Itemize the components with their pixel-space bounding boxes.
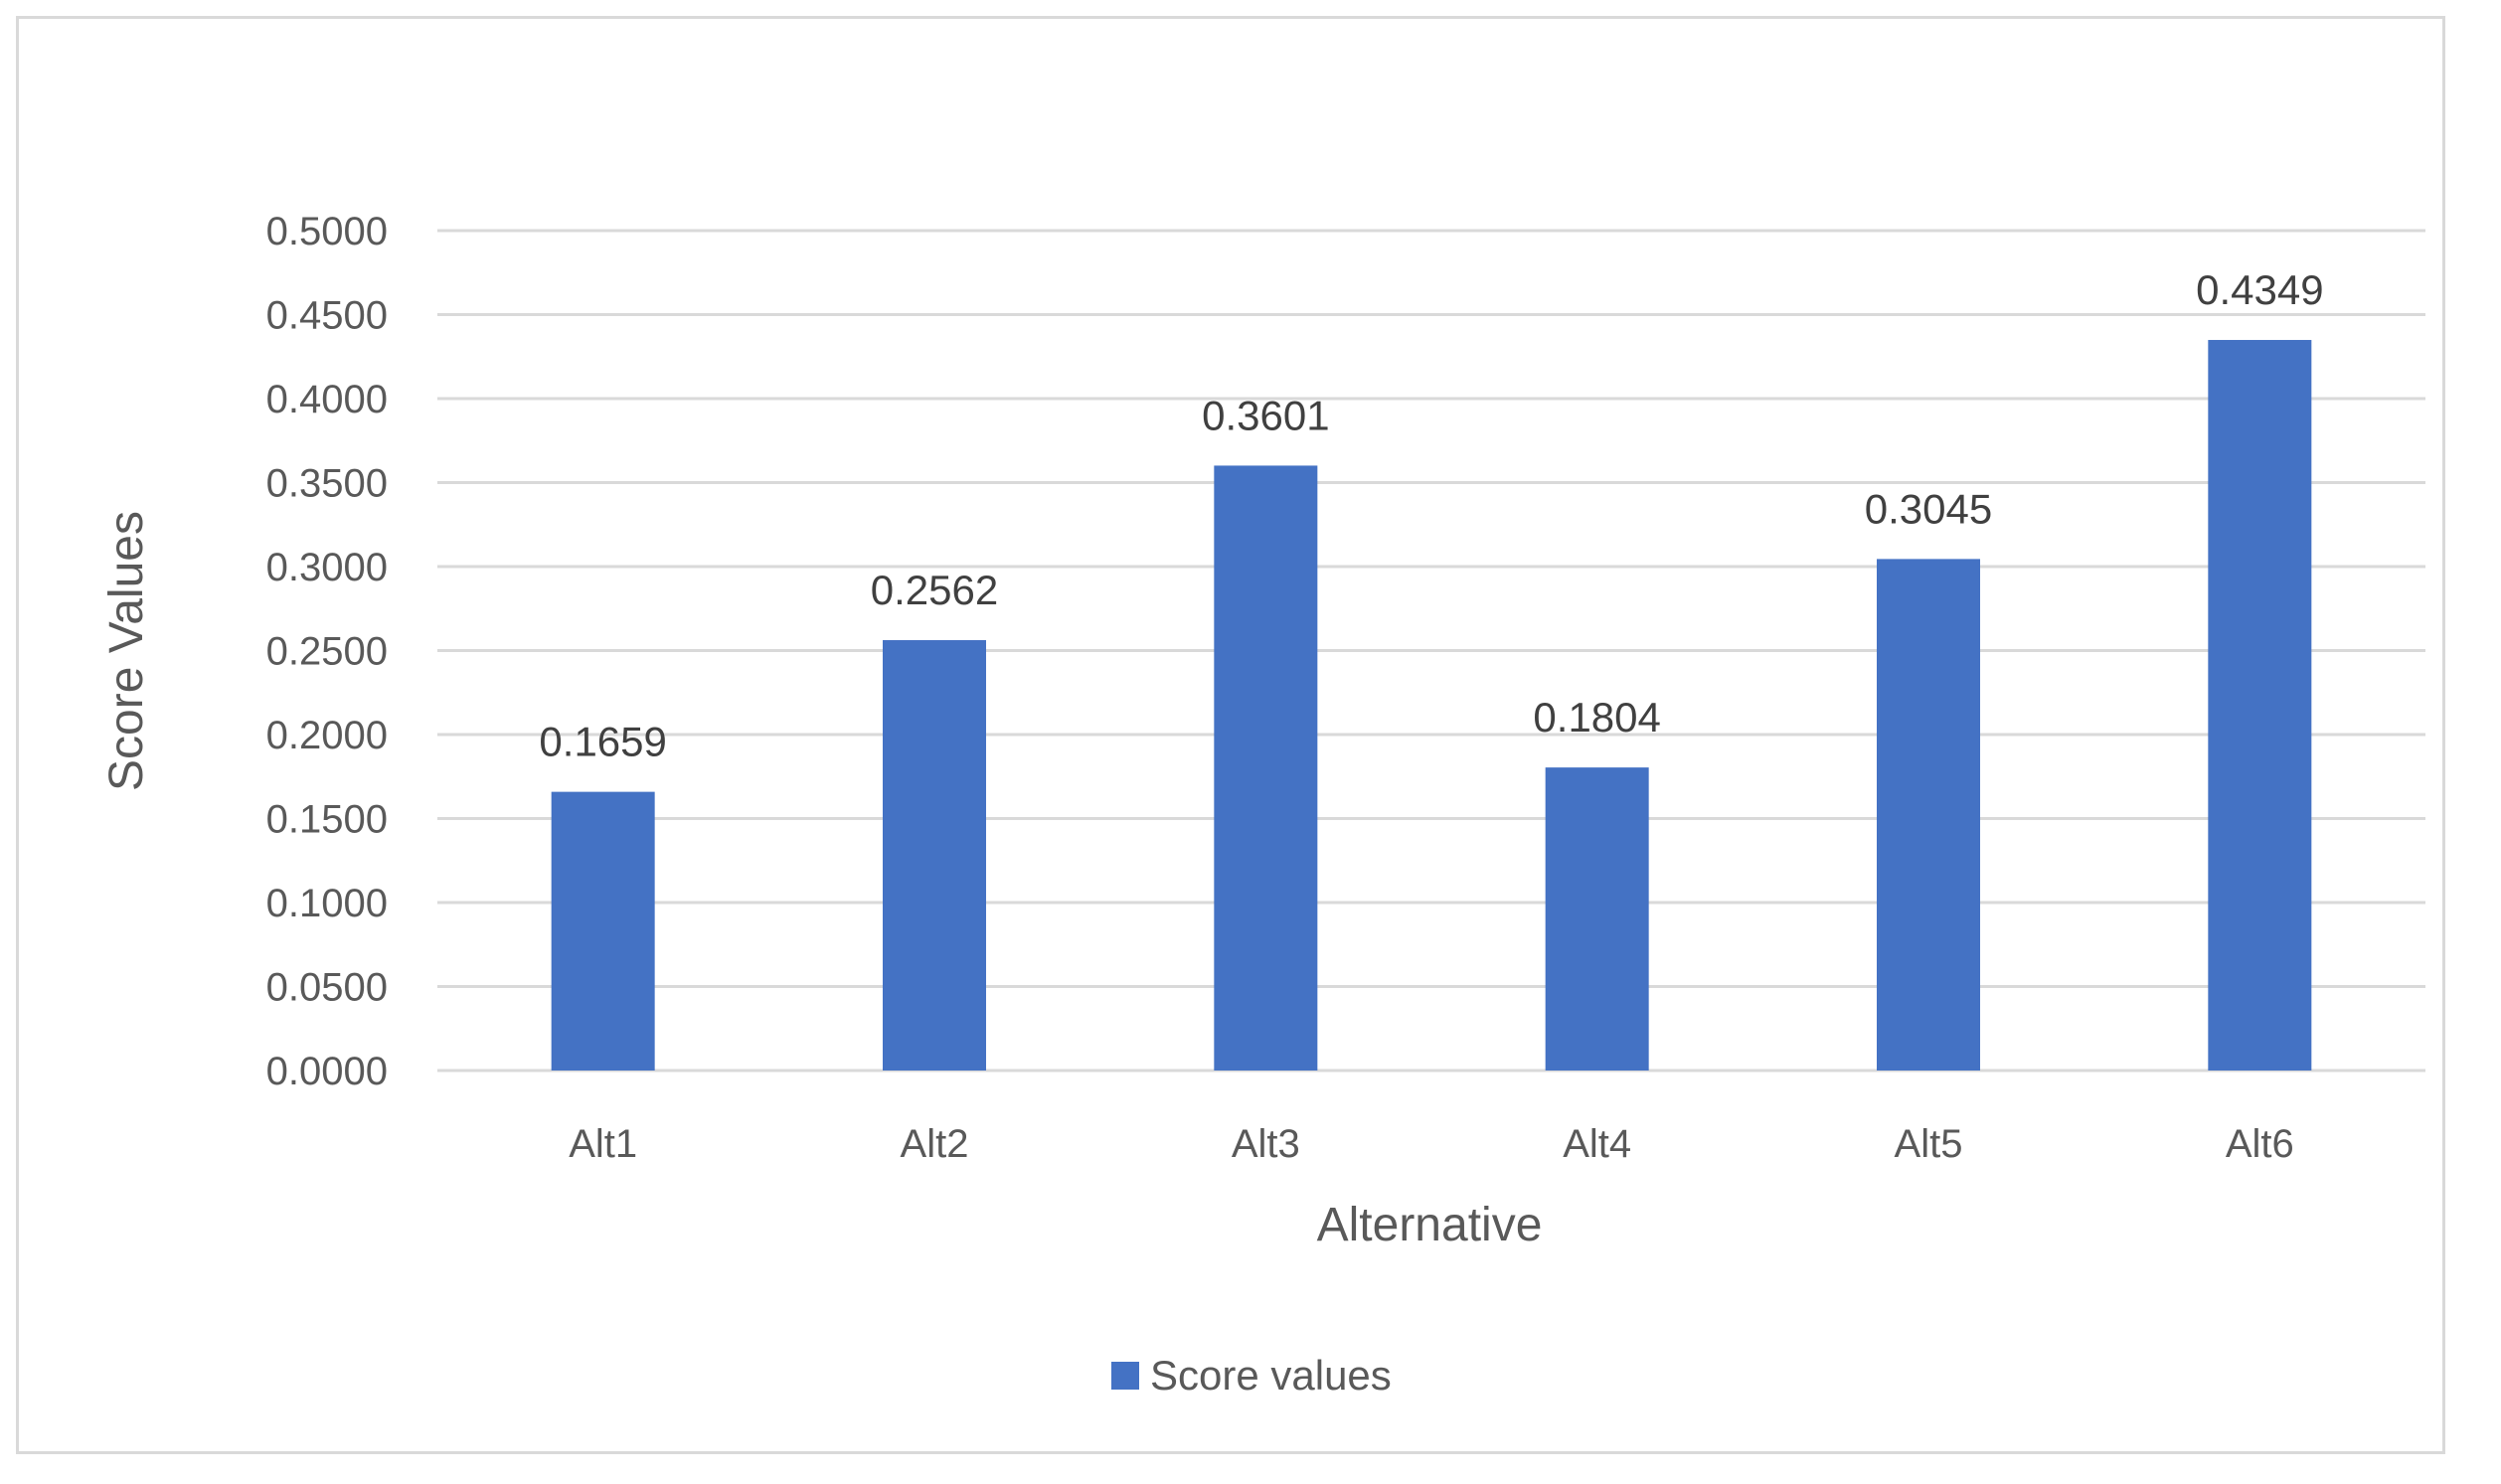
bars: [551, 340, 2312, 1071]
data-label: 0.3601: [1202, 392, 1329, 438]
x-tick-label: Alt3: [1232, 1122, 1300, 1166]
legend: Score values: [1111, 1352, 1392, 1399]
gridlines: [437, 229, 2425, 1072]
x-tick-label: Alt5: [1895, 1122, 1963, 1166]
x-tick-label: Alt4: [1563, 1122, 1631, 1166]
bar: [883, 640, 986, 1071]
bar: [2208, 340, 2312, 1071]
y-tick-label: 0.5000: [266, 210, 388, 253]
y-axis-ticks: 0.0000 0.0500 0.1000 0.1500 0.2000 0.2500 0.30…: [266, 210, 388, 1093]
data-label: 0.2562: [871, 567, 998, 613]
data-labels: 0.1659 0.2562 0.3601 0.1804 0.3045 0.4349: [539, 266, 2323, 765]
bar: [1545, 767, 1649, 1071]
bar: [1214, 465, 1318, 1071]
y-tick-label: 0.4000: [266, 378, 388, 421]
y-tick-label: 0.0500: [266, 966, 388, 1010]
x-tick-label: Alt2: [901, 1122, 969, 1166]
y-axis-title: Score Values: [100, 511, 153, 791]
y-tick-label: 0.0000: [266, 1050, 388, 1093]
bar: [1877, 559, 1980, 1071]
x-tick-label: Alt1: [569, 1122, 637, 1166]
data-label: 0.1804: [1533, 694, 1660, 741]
x-axis-ticks: Alt1 Alt2 Alt3 Alt4 Alt5 Alt6: [569, 1122, 2294, 1166]
legend-swatch: [1111, 1362, 1139, 1390]
y-tick-label: 0.4500: [266, 294, 388, 338]
x-tick-label: Alt6: [2226, 1122, 2294, 1166]
y-tick-label: 0.2000: [266, 714, 388, 757]
data-label: 0.3045: [1865, 485, 1992, 532]
data-label: 0.4349: [2196, 266, 2323, 313]
y-tick-label: 0.1000: [266, 882, 388, 925]
y-tick-label: 0.3500: [266, 462, 388, 506]
x-axis-title: Alternative: [1317, 1199, 1543, 1251]
y-tick-label: 0.2500: [266, 630, 388, 674]
y-tick-label: 0.3000: [266, 546, 388, 589]
data-label: 0.1659: [539, 719, 666, 765]
legend-label: Score values: [1150, 1352, 1392, 1399]
bar: [551, 791, 655, 1071]
y-tick-label: 0.1500: [266, 798, 388, 842]
